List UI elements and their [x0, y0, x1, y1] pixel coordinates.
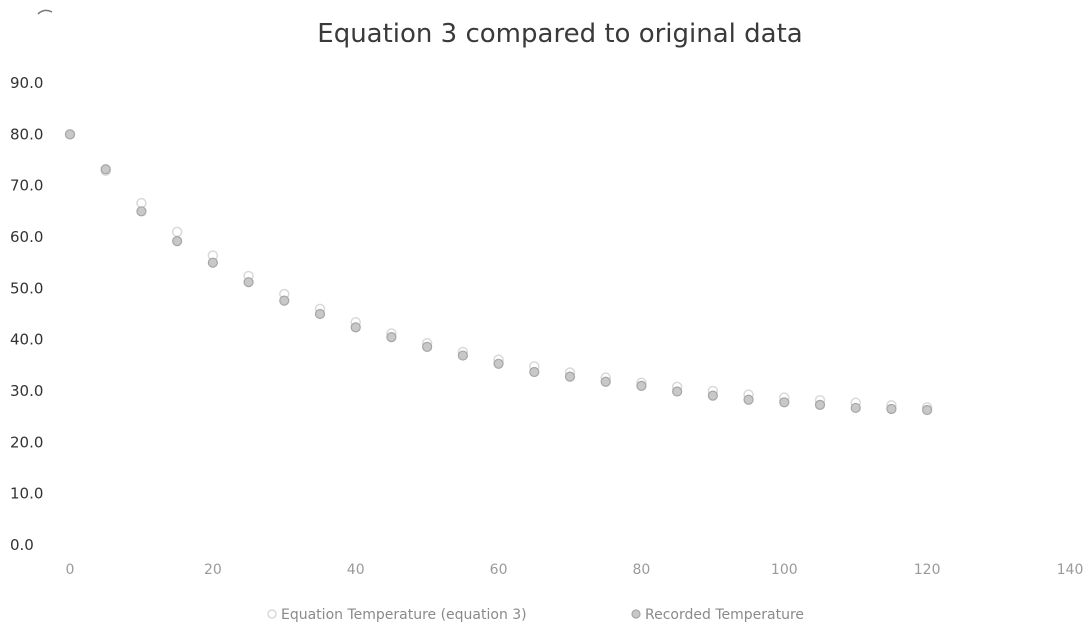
recorded-point	[636, 380, 647, 391]
recorded-point	[743, 394, 754, 405]
x-axis-ticks: 0 20 40 60 80 100 120 140	[66, 562, 1084, 578]
plot-area	[64, 129, 933, 416]
recorded-point	[814, 399, 826, 410]
x-tick-label: 120	[914, 562, 941, 578]
equation-point	[171, 226, 183, 238]
recorded-point	[886, 403, 897, 415]
x-tick-label: 40	[347, 562, 365, 578]
recorded-point	[207, 257, 218, 268]
x-tick-label: 60	[490, 562, 508, 578]
y-axis-ticks: 0.0 10.0 20.0 30.0 40.0 50.0 60.0 70.0 80.0 90.0	[10, 74, 43, 554]
recorded-point	[172, 236, 183, 247]
y-tick-label: 10.0	[10, 485, 43, 503]
y-tick-label: 20.0	[10, 433, 43, 451]
y-tick-label: 80.0	[10, 125, 43, 143]
x-tick-label: 100	[771, 562, 798, 578]
recorded-point	[422, 341, 433, 352]
legend-label-recorded: Recorded Temperature	[645, 607, 804, 623]
recorded-point	[100, 164, 111, 175]
chart-title: Equation 3 compared to original data	[317, 19, 802, 49]
recorded-point	[779, 397, 790, 408]
recorded-point	[136, 206, 147, 217]
y-tick-label: 30.0	[10, 382, 43, 400]
recorded-point	[529, 366, 540, 378]
recorded-point	[922, 404, 933, 416]
equation-series	[64, 129, 933, 413]
y-tick-label: 40.0	[10, 331, 43, 349]
legend-marker-equation	[267, 609, 277, 619]
corner-artifact-icon	[37, 9, 53, 15]
recorded-point	[564, 371, 576, 382]
legend-label-equation: Equation Temperature (equation 3)	[281, 607, 527, 623]
recorded-point	[850, 402, 861, 414]
recorded-point	[279, 295, 290, 306]
y-tick-label: 60.0	[10, 228, 43, 246]
recorded-point	[600, 376, 611, 387]
y-tick-label: 90.0	[10, 74, 43, 92]
y-tick-label: 70.0	[10, 177, 43, 195]
recorded-point	[386, 332, 397, 343]
recorded-point	[64, 129, 76, 140]
x-tick-label: 20	[204, 562, 222, 578]
recorded-point	[243, 277, 254, 288]
recorded-point	[707, 390, 718, 401]
legend-marker-recorded	[631, 609, 641, 619]
recorded-series	[64, 129, 933, 416]
x-tick-label: 140	[1057, 562, 1084, 578]
recorded-point	[350, 322, 361, 333]
recorded-point	[672, 386, 683, 397]
recorded-point	[493, 358, 504, 369]
legend: Equation Temperature (equation 3) Recorde…	[267, 607, 804, 623]
recorded-point	[457, 350, 468, 361]
x-tick-label: 80	[633, 562, 651, 578]
y-tick-label: 0.0	[10, 536, 34, 554]
x-tick-label: 0	[66, 562, 75, 578]
y-tick-label: 50.0	[10, 279, 43, 297]
recorded-point	[314, 308, 326, 320]
